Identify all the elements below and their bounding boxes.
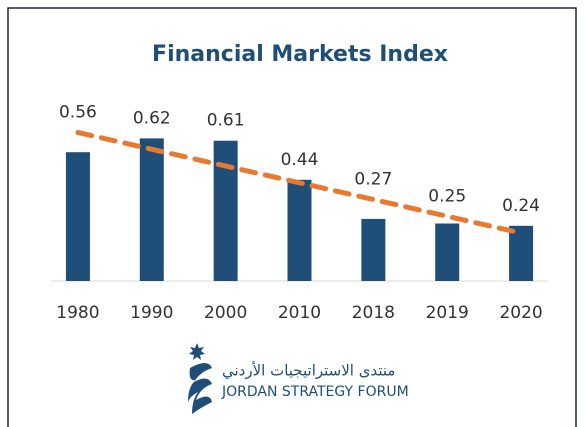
x-tick-label: 1990 bbox=[130, 303, 173, 323]
x-tick-label: 2000 bbox=[204, 303, 247, 323]
data-label: 0.25 bbox=[428, 186, 466, 206]
logo-english: JORDAN STRATEGY FORUM bbox=[221, 384, 409, 400]
bar bbox=[435, 223, 460, 281]
bar bbox=[213, 140, 238, 281]
logo-arabic: منتدى الاستراتيجيات الأردني bbox=[222, 361, 395, 381]
bar bbox=[139, 138, 164, 281]
bar bbox=[65, 152, 90, 281]
x-tick-label: 2018 bbox=[352, 303, 395, 323]
data-label: 0.56 bbox=[59, 102, 97, 122]
chart-title: Financial Markets Index bbox=[152, 42, 448, 67]
x-tick-label: 1980 bbox=[56, 303, 99, 323]
bar bbox=[509, 225, 534, 281]
logo-icon bbox=[188, 343, 212, 414]
x-tick-label: 2010 bbox=[278, 303, 321, 323]
x-tick-label: 2020 bbox=[499, 303, 542, 323]
data-label: 0.44 bbox=[281, 150, 319, 170]
x-tick-label: 2019 bbox=[426, 303, 469, 323]
data-label: 0.24 bbox=[502, 196, 540, 216]
trend-line bbox=[75, 129, 524, 236]
bar bbox=[287, 179, 312, 281]
data-label: 0.27 bbox=[354, 170, 392, 190]
data-label: 0.62 bbox=[133, 108, 171, 128]
data-label: 0.61 bbox=[207, 111, 245, 131]
bar bbox=[361, 218, 386, 281]
